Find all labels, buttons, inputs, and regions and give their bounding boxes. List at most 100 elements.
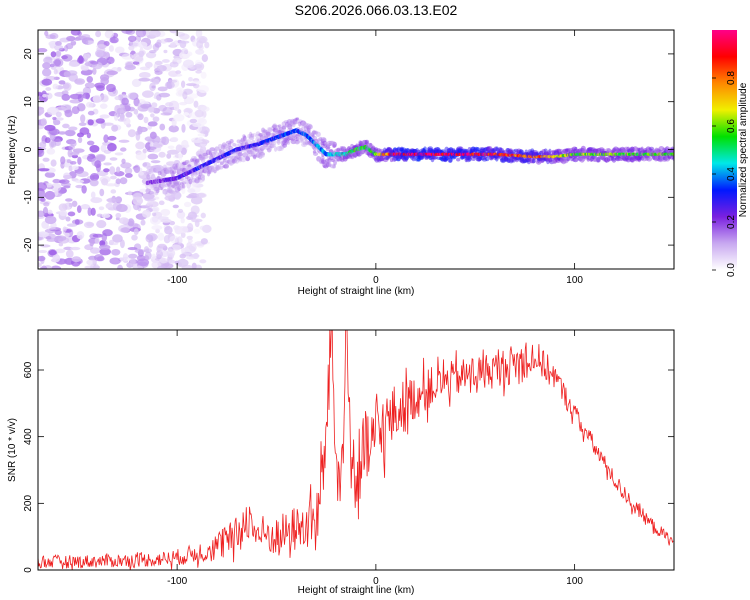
heatmap-noise-cell <box>149 131 157 140</box>
heatmap-noise-cell <box>174 159 181 165</box>
heatmap-noise-cell <box>150 113 155 118</box>
heatmap-noise-cell <box>44 215 57 225</box>
heatmap-noise-cell <box>42 206 49 215</box>
x-tick-label: -100 <box>167 576 187 587</box>
heatmap-noise-cell <box>71 256 82 263</box>
heatmap-noise-cell <box>38 255 46 262</box>
heatmap-noise-cell <box>46 226 56 230</box>
heatmap-halo-cell <box>238 153 243 157</box>
heatmap-noise-cell <box>41 265 47 269</box>
heatmap-halo-cell <box>252 151 257 156</box>
heatmap-noise-cell <box>76 205 82 213</box>
heatmap-noise-cell <box>105 202 113 210</box>
heatmap-noise-cell <box>65 216 71 222</box>
heatmap-noise-cell <box>71 106 80 115</box>
colorbar-tick-label: 0.0 <box>726 263 737 277</box>
heatmap-noise-cell <box>80 114 86 123</box>
heatmap-noise-cell <box>63 45 69 52</box>
heatmap-noise-cell <box>191 139 203 143</box>
heatmap-noise-cell <box>96 154 106 162</box>
heatmap-noise-cell <box>135 141 146 150</box>
heatmap-noise-cell <box>182 91 188 100</box>
heatmap-noise-cell <box>52 116 57 120</box>
heatmap-noise-cell <box>145 234 154 243</box>
heatmap-noise-cell <box>103 168 110 173</box>
heatmap-noise-cell <box>42 68 52 77</box>
colorbar-tick-label: 0.2 <box>726 215 737 229</box>
heatmap-noise-cell <box>83 53 91 59</box>
heatmap-noise-cell <box>66 159 71 164</box>
heatmap-noise-cell <box>99 188 105 197</box>
heatmap-noise-cell <box>75 184 84 189</box>
heatmap-halo-cell <box>484 157 490 162</box>
heatmap-noise-cell <box>82 92 91 99</box>
heatmap-noise-cell <box>127 190 132 196</box>
heatmap-noise-cell <box>84 265 97 269</box>
heatmap-noise-cell <box>38 106 45 116</box>
heatmap-noise-cell <box>147 106 155 113</box>
heatmap-halo-cell <box>276 139 281 146</box>
heatmap-noise-cell <box>74 78 86 85</box>
heatmap-noise-cell <box>62 123 70 129</box>
heatmap-noise-cell <box>132 196 144 206</box>
heatmap-noise-cell <box>135 152 147 161</box>
colorbar-label: Normalized spectral amplitude <box>738 82 749 217</box>
heatmap-noise-cell <box>108 242 119 246</box>
heatmap-noise-cell <box>109 257 121 265</box>
heatmap-noise-cell <box>120 227 130 233</box>
heatmap-halo-cell <box>171 170 177 175</box>
heatmap-noise-cell <box>80 66 89 71</box>
heatmap-halo-cell <box>225 163 229 169</box>
heatmap-noise-cell <box>69 93 82 100</box>
heatmap-noise-cell <box>120 147 127 152</box>
heatmap-noise-cell <box>147 153 159 160</box>
heatmap-noise-cell <box>65 198 73 202</box>
heatmap-noise-cell <box>153 142 160 148</box>
heatmap-halo-cell <box>574 158 579 162</box>
heatmap-noise-cell <box>94 237 100 245</box>
heatmap-noise-cell <box>43 202 50 207</box>
heatmap-noise-cell <box>67 211 76 217</box>
snr-ylabel: SNR (10 * v/v) <box>7 418 18 482</box>
heatmap-noise-cell <box>173 191 182 200</box>
heatmap-noise-cell <box>156 64 167 72</box>
heatmap-noise-cell <box>137 125 143 135</box>
heatmap-halo-cell <box>646 156 653 162</box>
heatmap-noise-cell <box>137 265 144 269</box>
heatmap-noise-cell <box>173 104 180 111</box>
heatmap-noise-cell <box>89 174 95 181</box>
heatmap-noise-cell <box>63 174 73 180</box>
heatmap-noise-cell <box>115 178 121 185</box>
heatmap-noise-cell <box>190 205 200 215</box>
heatmap-noise-cell <box>195 30 203 38</box>
heatmap-noise-cell <box>190 196 203 205</box>
heatmap-halo-cell <box>162 190 166 195</box>
heatmap-noise-cell <box>180 247 186 253</box>
heatmap-noise-cell <box>181 48 189 55</box>
heatmap-noise-cell <box>60 156 66 165</box>
heatmap-noise-cell <box>138 77 151 82</box>
heatmap-noise-cell <box>170 244 182 251</box>
heatmap-noise-cell <box>153 196 160 200</box>
heatmap-noise-cell <box>71 200 78 207</box>
heatmap-noise-cell <box>38 146 44 155</box>
heatmap-noise-cell <box>71 165 79 171</box>
heatmap-noise-cell <box>64 129 76 137</box>
heatmap-halo-cell <box>209 165 215 169</box>
heatmap-noise-cell <box>109 36 119 44</box>
heatmap-noise-cell <box>121 158 126 164</box>
heatmap-noise-cell <box>71 151 80 155</box>
heatmap-noise-cell <box>76 170 89 178</box>
heatmap-noise-cell <box>90 61 99 65</box>
heatmap-noise-cell <box>158 92 171 98</box>
heatmap-noise-cell <box>131 78 142 88</box>
heatmap-halo-cell <box>267 126 272 132</box>
heatmap-halo-cell <box>272 139 277 146</box>
heatmap-noise-cell <box>38 48 48 53</box>
heatmap-noise-cell <box>131 234 138 241</box>
heatmap-noise-cell <box>170 136 179 143</box>
heatmap-noise-cell <box>45 92 53 100</box>
heatmap-noise-cell <box>152 116 160 122</box>
heatmap-noise-cell <box>167 145 175 149</box>
heatmap-noise-cell <box>183 112 190 116</box>
